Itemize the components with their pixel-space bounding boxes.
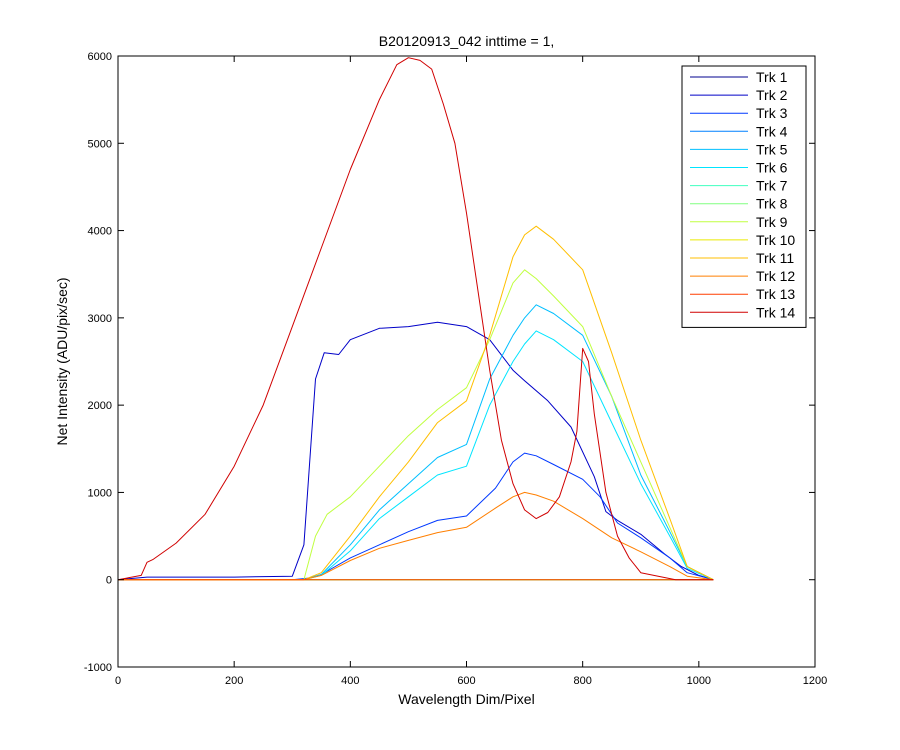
- legend-label: Trk 10: [756, 232, 795, 248]
- series-line-12: [118, 491, 714, 581]
- y-tick-label: 6000: [88, 51, 112, 63]
- chart-title: B20120913_042 inttime = 1,: [379, 33, 555, 49]
- y-tick-label: 4000: [88, 226, 112, 238]
- y-tick-label: 0: [106, 575, 112, 587]
- tick-layer: 0 200 400 600 800 1000 1200-100001000200030004…: [84, 51, 827, 687]
- legend-label: Trk 7: [756, 178, 788, 194]
- legend-label: Trk 12: [756, 268, 795, 284]
- y-tick-label: 2000: [88, 400, 112, 412]
- series-line-3: [118, 452, 714, 581]
- legend-label: Trk 6: [756, 160, 788, 176]
- series-line-5: [118, 304, 714, 581]
- legend: Trk 1 Trk 2 Trk 3 Trk 4 Trk 5 Trk 6 Trk 7 Trk 8…: [681, 65, 807, 328]
- legend-label: Trk 14: [756, 304, 795, 320]
- legend-label: Trk 2: [756, 87, 788, 103]
- legend-label: Trk 3: [756, 105, 788, 121]
- x-tick-label: 1200: [803, 675, 827, 687]
- series-line-11: [118, 225, 714, 581]
- x-tick-label: 400: [341, 675, 359, 687]
- y-tick-label: -1000: [84, 662, 112, 674]
- legend-label: Trk 1: [756, 69, 788, 85]
- y-tick-label: 3000: [88, 313, 112, 325]
- x-tick-label: 200: [225, 675, 243, 687]
- x-tick-label: 1000: [687, 675, 711, 687]
- legend-label: Trk 9: [756, 214, 788, 230]
- series-line-9: [118, 269, 714, 581]
- series-layer: [117, 57, 714, 581]
- x-tick-label: 0: [115, 675, 121, 687]
- x-tick-label: 800: [573, 675, 591, 687]
- y-axis-label: Net Intensity (ADU/pix/sec): [54, 277, 70, 445]
- x-tick-label: 600: [457, 675, 475, 687]
- legend-label: Trk 4: [756, 123, 788, 139]
- legend-label: Trk 8: [756, 196, 788, 212]
- series-line-6: [118, 330, 714, 581]
- y-tick-label: 5000: [88, 138, 112, 150]
- legend-label: Trk 13: [756, 286, 795, 302]
- x-axis-label: Wavelength Dim/Pixel: [398, 691, 534, 707]
- legend-label: Trk 11: [756, 250, 794, 266]
- series-line-2: [117, 321, 714, 581]
- legend-label: Trk 5: [756, 141, 788, 157]
- legend-box: [681, 65, 807, 328]
- y-tick-label: 1000: [88, 487, 112, 499]
- series-line-14: [117, 57, 714, 581]
